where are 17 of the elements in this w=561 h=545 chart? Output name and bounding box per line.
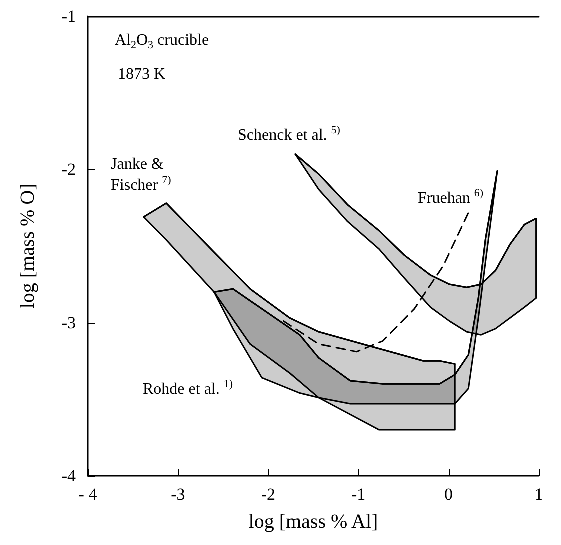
- x-tick-label: -2: [261, 485, 276, 504]
- x-tick-label: -3: [171, 485, 186, 504]
- y-tick-label: -1: [62, 7, 76, 26]
- annotation: Fruehan 6): [418, 188, 484, 207]
- y-tick-label: -2: [62, 160, 76, 180]
- annotation: Janke & Fischer 7): [111, 156, 172, 194]
- x-axis-title: log [mass % Al]: [248, 511, 378, 533]
- y-tick-label: -3: [62, 313, 76, 332]
- annotation: 1873 K: [118, 66, 166, 83]
- y-tick-label: -4: [62, 466, 76, 486]
- annotation: Rohde et al. 1): [143, 378, 234, 398]
- x-tick-label: -1: [352, 485, 366, 504]
- x-tick-label: 0: [444, 485, 454, 504]
- x-tick-label: - 4: [78, 485, 98, 504]
- x-tick-label: 1: [534, 485, 544, 504]
- annotation: Schenck et al. 5): [238, 124, 341, 144]
- y-axis-title: log [mass % O]: [17, 184, 39, 309]
